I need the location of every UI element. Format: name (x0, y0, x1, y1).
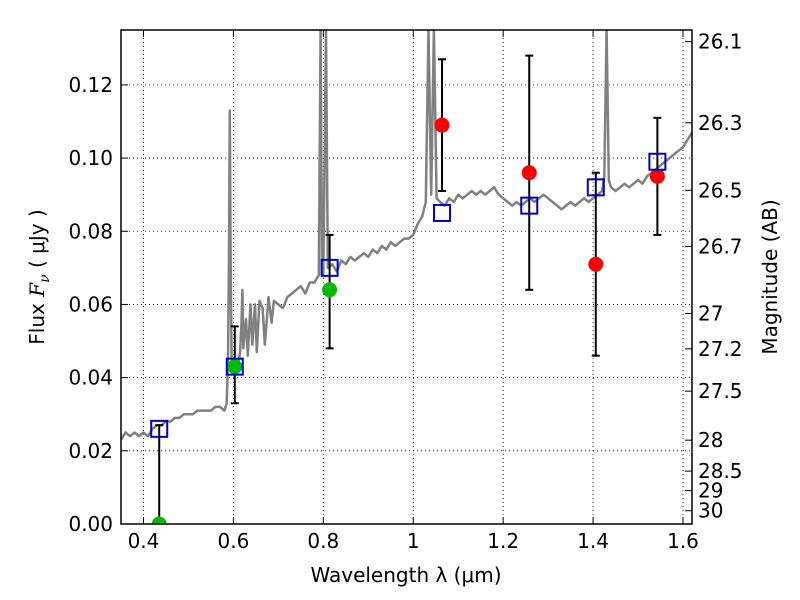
mag-tick-label: 29 (698, 479, 723, 503)
x-tick-label: 0.8 (307, 529, 339, 553)
x-tick-label: 1.6 (667, 529, 699, 553)
y-tick-label: 0.04 (68, 366, 113, 390)
y-axis-label-right: Magnitude (AB) (758, 199, 782, 354)
photometry-point (151, 516, 167, 524)
mag-tick-label: 30 (698, 499, 723, 523)
model-square (225, 357, 244, 376)
mag-tick-label: 26.5 (698, 178, 743, 202)
model-square (520, 196, 539, 215)
y-tick-label: 0.06 (68, 292, 113, 316)
plot-frame (120, 29, 693, 525)
y-tick-label: 0.02 (68, 439, 113, 463)
x-tick-label: 0.4 (128, 529, 160, 553)
plot-data (121, 30, 692, 524)
x-tick-label: 1 (407, 529, 420, 553)
y-tick-label: 0.10 (68, 146, 113, 170)
model-square (433, 203, 452, 222)
mag-tick-label: 27.2 (698, 337, 743, 361)
photometry-point (521, 165, 537, 181)
x-tick-label: 1.4 (577, 529, 609, 553)
y-tick-label: 0.08 (68, 219, 113, 243)
photometry-point (322, 282, 338, 298)
y-tick-label: 0.12 (68, 73, 113, 97)
model-square (320, 258, 339, 277)
x-axis-label: Wavelength λ (μm) (310, 563, 501, 587)
x-tick-label: 0.6 (217, 529, 249, 553)
photometry-point (649, 168, 665, 184)
photometry-point (588, 256, 604, 272)
y-axis-label-left: Flux Fν ( μJy ) (25, 209, 53, 344)
mag-tick-label: 28 (698, 428, 723, 452)
axis-ticks: 0.4 0.6 0.8 1 1.2 1.4 1.6 0.00 0.02 0.04 0.06 0.08 0… (68, 30, 742, 553)
model-square (648, 152, 667, 171)
mag-tick-label: 26.7 (698, 234, 743, 258)
y-tick-label: 0.00 (68, 512, 113, 536)
mag-tick-label: 27 (698, 301, 723, 325)
mag-tick-label: 26.1 (698, 30, 743, 54)
x-tick-label: 1.2 (487, 529, 519, 553)
model-square (586, 178, 605, 197)
mag-tick-label: 26.3 (698, 111, 743, 135)
mag-tick-label: 27.5 (698, 379, 743, 403)
mag-tick-label: 28.5 (698, 459, 743, 483)
model-square (150, 419, 169, 438)
photometry-point (227, 359, 243, 375)
photometry-point (434, 117, 450, 133)
